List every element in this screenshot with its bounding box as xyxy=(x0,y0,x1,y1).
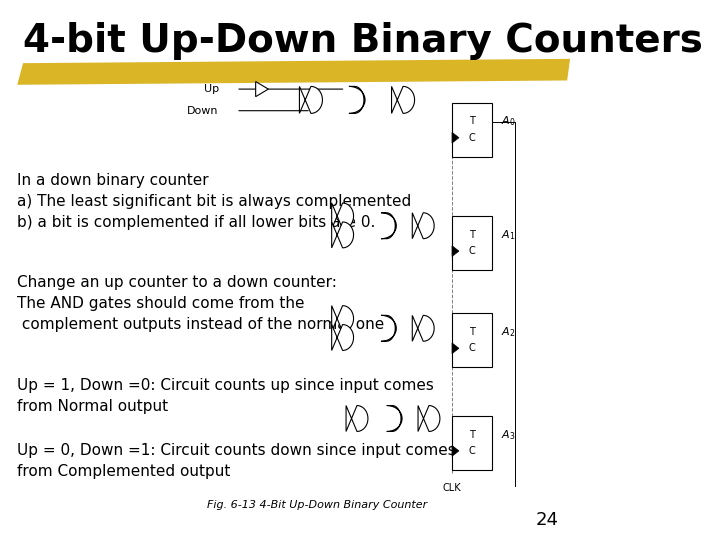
Text: T: T xyxy=(469,327,475,337)
Text: T: T xyxy=(469,230,475,240)
Text: Change an up counter to a down counter:
The AND gates should come from the
 comp: Change an up counter to a down counter: … xyxy=(17,275,384,333)
Polygon shape xyxy=(17,59,570,85)
Polygon shape xyxy=(392,86,415,113)
Polygon shape xyxy=(332,222,354,248)
Polygon shape xyxy=(413,315,434,341)
Polygon shape xyxy=(256,82,269,97)
Text: C: C xyxy=(469,246,475,256)
Polygon shape xyxy=(332,306,354,332)
Polygon shape xyxy=(332,325,354,350)
Bar xyxy=(452,416,492,470)
Polygon shape xyxy=(349,86,365,113)
Text: 4-bit Up-Down Binary Counters: 4-bit Up-Down Binary Counters xyxy=(23,22,703,59)
Bar xyxy=(452,216,492,270)
Polygon shape xyxy=(346,406,368,431)
Text: Up = 0, Down =1: Circuit counts down since input comes
from Complemented output: Up = 0, Down =1: Circuit counts down sin… xyxy=(17,443,456,479)
Text: T: T xyxy=(469,117,475,126)
Text: $A_2$: $A_2$ xyxy=(501,325,516,339)
Polygon shape xyxy=(332,203,354,229)
Polygon shape xyxy=(452,343,459,354)
Text: Fig. 6-13 4-Bit Up-Down Binary Counter: Fig. 6-13 4-Bit Up-Down Binary Counter xyxy=(207,500,427,510)
Text: Up: Up xyxy=(204,84,219,94)
Text: In a down binary counter
a) The least significant bit is always complemented
b) : In a down binary counter a) The least si… xyxy=(17,173,412,230)
Polygon shape xyxy=(418,406,440,431)
Text: $A_3$: $A_3$ xyxy=(501,428,516,442)
Polygon shape xyxy=(381,315,396,341)
Polygon shape xyxy=(300,86,323,113)
Text: C: C xyxy=(469,343,475,353)
Text: T: T xyxy=(469,430,475,440)
Polygon shape xyxy=(452,446,459,456)
Text: CLK: CLK xyxy=(443,483,462,494)
Polygon shape xyxy=(413,213,434,239)
Text: C: C xyxy=(469,446,475,456)
Polygon shape xyxy=(452,246,459,256)
Bar xyxy=(452,103,492,157)
Text: 24: 24 xyxy=(536,511,559,529)
Polygon shape xyxy=(381,213,396,239)
Polygon shape xyxy=(452,132,459,143)
Text: C: C xyxy=(469,133,475,143)
Bar xyxy=(452,313,492,367)
Text: $A_1$: $A_1$ xyxy=(501,228,516,242)
Text: $A_0$: $A_0$ xyxy=(501,114,516,129)
Text: Down: Down xyxy=(187,106,219,116)
Polygon shape xyxy=(387,406,402,431)
Text: Up = 1, Down =0: Circuit counts up since input comes
from Normal output: Up = 1, Down =0: Circuit counts up since… xyxy=(17,378,434,414)
